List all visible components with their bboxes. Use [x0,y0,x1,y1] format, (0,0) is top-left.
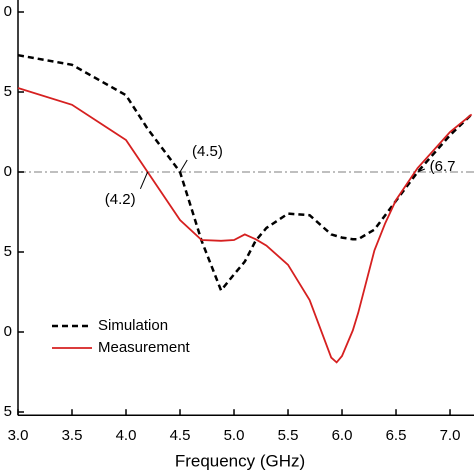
y-tick-label: 0 [4,163,12,180]
x-tick-label: 6.5 [386,427,407,444]
annotation-leader [139,171,149,189]
y-tick-label: 0 [4,323,12,340]
annotation: (4.2) [105,191,136,208]
y-tick-label: 5 [4,403,12,420]
x-tick-label: 5.5 [278,427,299,444]
series-line [17,87,473,364]
x-tick-label: 3.5 [62,427,83,444]
annotation-leader [179,159,188,173]
x-axis-title: Frequency (GHz) [175,451,305,470]
annotation-leader [417,168,426,173]
legend-label: Simulation [98,317,168,334]
x-tick-label: 4.5 [170,427,191,444]
y-tick-label: 5 [4,83,12,100]
legend-label: Measurement [98,339,191,356]
y-tick-label: 5 [4,243,12,260]
series-line [17,53,473,293]
annotation: (4.5) [192,143,223,160]
annotation: (6.7 [430,158,456,175]
x-tick-label: 4.0 [116,427,137,444]
x-tick-label: 7.0 [440,427,461,444]
x-tick-label: 6.0 [332,427,353,444]
x-tick-label: 3.0 [8,427,29,444]
x-tick-label: 5.0 [224,427,245,444]
y-tick-label: 0 [4,3,12,20]
